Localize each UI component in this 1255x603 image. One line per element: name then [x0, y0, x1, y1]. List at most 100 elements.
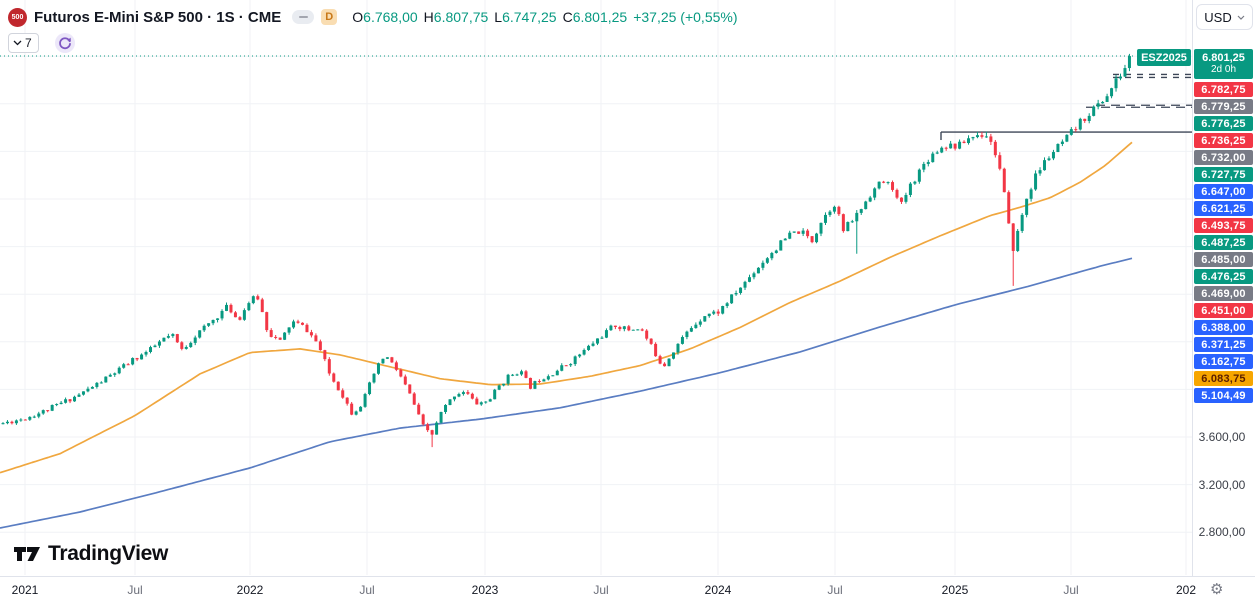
candle-down	[895, 189, 899, 198]
candle-up	[162, 337, 166, 342]
candle-up	[506, 374, 510, 384]
candle-up	[90, 386, 94, 389]
candle-up	[193, 337, 197, 343]
price-level-label: 6.736,25	[1194, 133, 1253, 148]
price-level-label: 6.782,75	[1194, 82, 1253, 97]
brand-text: TradingView	[48, 542, 169, 565]
candle-down	[278, 337, 282, 340]
candle-up	[372, 373, 376, 383]
candle-up	[247, 303, 251, 311]
chart-pane[interactable]: 500 Futuros E-Mini S&P 500 · 1S · CME D …	[0, 0, 1193, 576]
candle-up	[1101, 101, 1105, 104]
candle-down	[265, 312, 269, 331]
candle-up	[1114, 78, 1118, 89]
price-level-label: 6.776,25	[1194, 116, 1253, 131]
candle-up	[14, 420, 18, 424]
market-status-icon[interactable]	[292, 10, 315, 24]
candle-up	[166, 336, 170, 338]
candle-up	[354, 411, 358, 415]
refresh-sync-icon[interactable]	[54, 33, 75, 53]
candle-up	[560, 365, 564, 371]
candle-up	[1043, 160, 1047, 171]
candle-down	[274, 336, 278, 338]
open-label: O	[352, 9, 364, 25]
price-level-label: 6.371,25	[1194, 337, 1253, 352]
candle-up	[631, 329, 635, 331]
candle-up	[448, 399, 452, 406]
candle-up	[511, 374, 515, 376]
candle-up	[832, 206, 836, 212]
candle-down	[953, 143, 957, 149]
candle-down	[126, 364, 130, 366]
candle-up	[801, 230, 805, 234]
tradingview-logo[interactable]: TradingView	[14, 542, 168, 566]
candle-up	[461, 392, 465, 395]
candle-up	[1110, 88, 1114, 97]
indicators-collapse-button[interactable]: 7	[8, 33, 39, 53]
time-axis-ticks[interactable]: 2021 Jul 2022 Jul 2023 Jul 2024 Jul 2025 Jul 202	[0, 577, 1200, 603]
candle-up	[730, 294, 734, 304]
last-price-label: 6.801,25 2d 0h	[1194, 49, 1253, 79]
candle-up	[216, 318, 220, 320]
candle-up	[50, 405, 54, 411]
candle-up	[975, 135, 979, 138]
candle-up	[77, 394, 81, 397]
candle-up	[788, 232, 792, 239]
price-level-label: 6.647,00	[1194, 184, 1253, 199]
ma-short-line[interactable]	[0, 141, 1133, 474]
ma-long-line[interactable]	[0, 257, 1133, 529]
currency-selector[interactable]: USD	[1196, 4, 1253, 30]
candle-up	[622, 326, 626, 330]
candle-down	[841, 214, 845, 232]
candle-up	[157, 341, 161, 346]
candle-up	[739, 287, 743, 294]
candle-up	[958, 141, 962, 149]
candle-up	[502, 383, 506, 386]
candle-down	[345, 397, 349, 404]
candle-up	[949, 143, 953, 149]
candle-up	[855, 212, 859, 222]
price-chart[interactable]	[0, 0, 1192, 575]
candle-down	[475, 398, 479, 405]
candle-up	[113, 373, 117, 375]
candle-down	[564, 365, 568, 367]
candle-down	[618, 327, 622, 330]
candle-down	[426, 424, 430, 431]
candle-up	[747, 277, 751, 282]
candle-up	[721, 306, 725, 314]
candle-up	[99, 382, 103, 384]
candle-down	[528, 377, 532, 389]
currency-label: USD	[1204, 9, 1232, 25]
candle-up	[752, 273, 756, 278]
candle-up	[908, 183, 912, 195]
price-level-label: 6.388,00	[1194, 320, 1253, 335]
candle-down	[296, 321, 300, 323]
candle-up	[283, 332, 287, 340]
candle-down	[336, 381, 340, 391]
open-value: 6.768,00	[363, 9, 418, 25]
candle-down	[837, 206, 841, 215]
candle-down	[350, 403, 354, 415]
delayed-data-badge[interactable]: D	[321, 9, 338, 25]
axis-settings-gear-icon[interactable]: ⚙	[1210, 580, 1224, 598]
candle-up	[1069, 129, 1073, 135]
candle-up	[636, 329, 640, 331]
candle-up	[220, 310, 224, 319]
candle-down	[998, 155, 1002, 169]
candle-up	[935, 152, 939, 154]
series-flag-label: ESZ2025	[1137, 49, 1191, 66]
price-scale[interactable]: USD 6.801,25 2d 0h 6.782,75 6.779,25 6.776…	[1193, 0, 1255, 576]
candle-up	[488, 399, 492, 402]
candle-down	[260, 299, 264, 313]
candle-up	[41, 410, 45, 414]
symbol-title[interactable]: Futuros E-Mini S&P 500 · 1S · CME	[34, 8, 282, 26]
candle-up	[886, 182, 890, 184]
candle-up	[761, 262, 765, 268]
time-axis[interactable]: 2021 Jul 2022 Jul 2023 Jul 2024 Jul 2025 Jul 202 ⚙	[0, 576, 1255, 603]
candle-up	[225, 304, 228, 311]
candle-up	[484, 401, 488, 403]
candle-down	[394, 362, 398, 370]
change-value: +37,25 (+0,55%)	[633, 9, 738, 25]
candle-up	[207, 323, 211, 326]
